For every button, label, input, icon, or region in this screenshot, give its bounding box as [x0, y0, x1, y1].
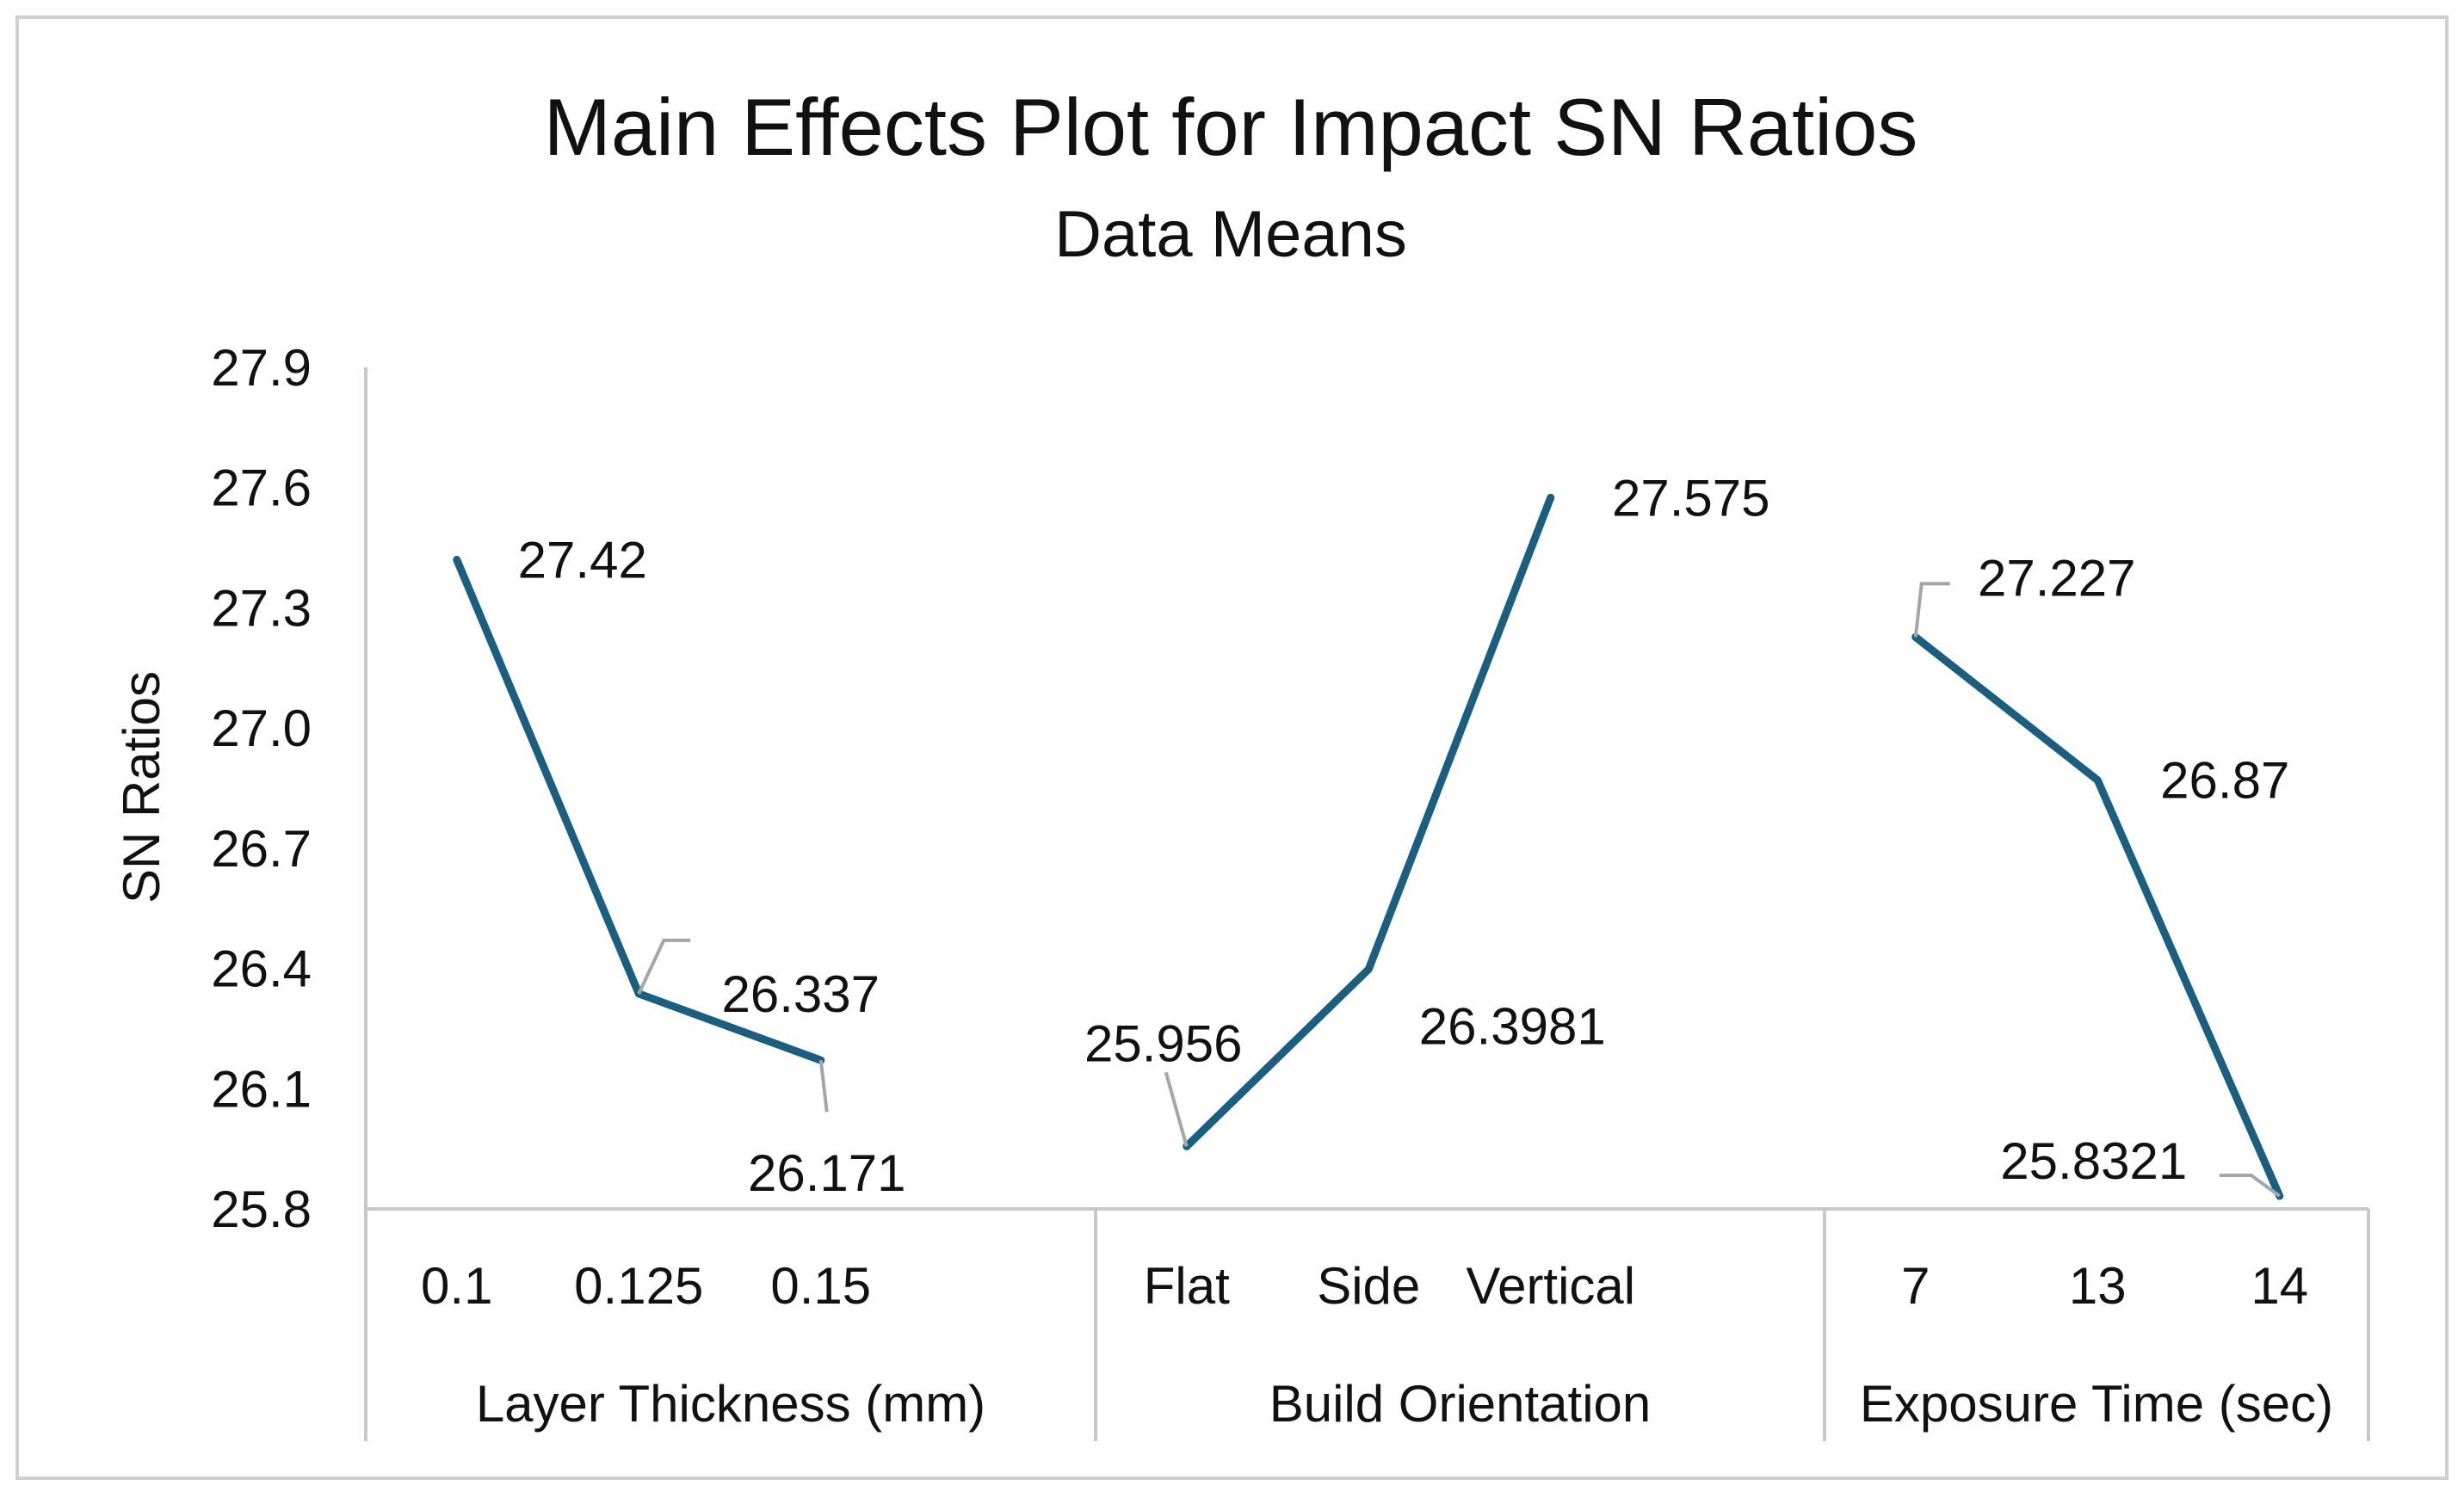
x-category-label: Flat	[1144, 1257, 1230, 1315]
y-tick-label: 27.3	[211, 579, 312, 637]
y-tick-label: 26.1	[211, 1060, 312, 1118]
y-axis-label: SN Ratios	[113, 671, 170, 903]
x-category-label: 0.125	[574, 1257, 703, 1315]
leader-line	[818, 1059, 829, 1113]
data-label: 27.42	[518, 532, 647, 589]
data-point	[453, 556, 460, 564]
data-label: 26.171	[748, 1144, 906, 1202]
data-point	[1547, 494, 1554, 502]
x-category-label: Side	[1317, 1257, 1420, 1315]
x-group-label: Layer Thickness (mm)	[476, 1375, 985, 1433]
y-tick-label: 25.8	[211, 1181, 312, 1238]
x-category-label: 13	[2069, 1257, 2127, 1315]
chart-subtitle: Data Means	[1054, 198, 1407, 271]
leader-line	[1913, 582, 1950, 638]
data-label: 26.87	[2160, 752, 2289, 810]
x-category-label: 0.1	[421, 1257, 492, 1315]
leader-line	[637, 938, 691, 995]
data-label: 27.227	[1978, 549, 2136, 607]
chart-border	[15, 15, 2449, 1480]
data-label: 26.3981	[1419, 997, 1606, 1055]
y-tick-label: 26.7	[211, 820, 312, 878]
y-tick-label: 27.9	[211, 339, 312, 397]
y-tick-label: 27.6	[211, 459, 312, 517]
data-label: 26.337	[721, 965, 880, 1023]
data-label: 25.956	[1084, 1014, 1243, 1072]
data-label: 27.575	[1612, 469, 1770, 527]
leader-line	[1164, 1071, 1189, 1147]
data-point	[1365, 965, 1373, 973]
x-group-label: Exposure Time (sec)	[1860, 1375, 2333, 1433]
x-group-label: Build Orientation	[1269, 1375, 1652, 1433]
y-tick-label: 27.0	[211, 700, 312, 757]
x-category-label: 7	[1901, 1257, 1930, 1315]
y-tick-label: 26.4	[211, 940, 312, 998]
x-category-label: Vertical	[1466, 1257, 1635, 1315]
x-category-label: 0.15	[770, 1257, 871, 1315]
leader-line	[2219, 1174, 2281, 1198]
data-point	[2094, 776, 2102, 784]
data-label: 25.8321	[2000, 1132, 2187, 1190]
chart-title: Main Effects Plot for Impact SN Ratios	[544, 82, 1918, 172]
x-category-label: 14	[2251, 1257, 2308, 1315]
